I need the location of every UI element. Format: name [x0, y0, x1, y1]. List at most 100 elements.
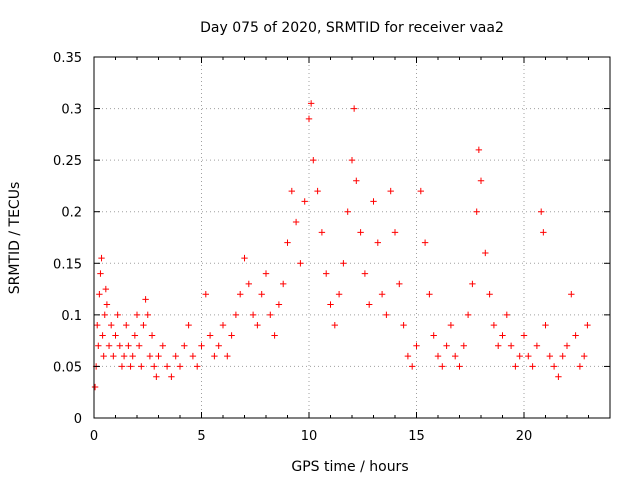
y-tick-label: 0.3 — [61, 103, 82, 118]
data-point — [434, 352, 442, 360]
data-point — [176, 363, 184, 370]
data-point — [194, 363, 201, 370]
data-point — [185, 321, 192, 329]
data-point — [353, 177, 360, 184]
data-point — [482, 249, 489, 257]
y-tick-label: 0 — [74, 412, 82, 427]
data-point — [507, 342, 515, 349]
data-point — [215, 342, 222, 349]
x-tick-label: 15 — [408, 429, 425, 444]
data-point — [116, 342, 123, 349]
data-point — [391, 229, 399, 236]
data-point — [105, 342, 113, 349]
data-point — [280, 280, 287, 288]
x-axis-title: GPS time / hours — [291, 459, 408, 475]
data-point — [538, 208, 545, 215]
data-point — [112, 332, 119, 339]
x-tick-label: 5 — [197, 429, 205, 444]
data-point — [512, 363, 519, 370]
y-tick-label: 0.1 — [61, 309, 82, 324]
data-point — [237, 291, 244, 298]
data-point — [464, 311, 472, 319]
data-point — [310, 156, 317, 164]
data-point — [114, 311, 121, 319]
data-point — [91, 383, 99, 391]
data-point — [563, 342, 571, 349]
data-point — [516, 352, 523, 360]
data-point — [153, 373, 160, 380]
data-point — [357, 229, 364, 236]
data-point — [447, 321, 455, 329]
data-point — [475, 146, 483, 154]
data-point — [318, 229, 326, 236]
data-point — [550, 363, 558, 370]
data-point — [378, 291, 386, 298]
data-point — [144, 311, 151, 319]
data-point — [477, 177, 485, 184]
data-point — [189, 352, 197, 360]
axis-ticks: 0 5 10 15 20 0 0.05 0.1 0.15 0.2 0.25 0.3 0.35 — [53, 51, 610, 444]
data-point — [335, 291, 343, 298]
data-point — [400, 321, 407, 329]
data-point — [140, 321, 147, 329]
data-point — [546, 352, 553, 360]
data-point — [374, 239, 381, 246]
data-point — [584, 321, 591, 329]
data-point — [456, 363, 463, 370]
data-point — [155, 352, 162, 360]
data-point — [125, 342, 132, 349]
data-point — [430, 332, 437, 339]
x-tick-label: 0 — [90, 429, 98, 444]
data-point — [95, 342, 102, 349]
data-point — [267, 311, 274, 319]
data-point — [99, 332, 106, 339]
data-point — [495, 342, 502, 349]
y-tick-label: 0.05 — [53, 360, 82, 375]
data-point — [529, 363, 536, 370]
data-point — [224, 352, 231, 360]
data-point — [202, 291, 209, 298]
data-point — [417, 187, 424, 195]
data-point — [97, 270, 104, 277]
data-point — [211, 352, 218, 360]
data-point — [540, 229, 547, 236]
data-point — [486, 291, 493, 298]
data-points — [91, 100, 591, 391]
data-point — [138, 363, 145, 370]
data-point — [525, 352, 532, 360]
data-point — [503, 311, 510, 319]
data-point — [452, 352, 459, 360]
data-point — [129, 352, 136, 360]
data-point — [370, 198, 377, 205]
data-point — [163, 363, 171, 370]
data-point — [142, 296, 149, 303]
data-point — [249, 311, 257, 319]
data-point — [387, 187, 394, 195]
data-point — [118, 363, 126, 370]
data-point — [228, 332, 235, 339]
data-point — [108, 321, 115, 329]
x-tick-label: 10 — [301, 429, 318, 444]
data-point — [555, 373, 562, 380]
data-point — [305, 115, 313, 123]
y-tick-label: 0.2 — [61, 206, 82, 221]
data-point — [490, 321, 498, 329]
data-point — [460, 342, 467, 349]
data-point — [120, 352, 128, 360]
data-point — [127, 363, 134, 370]
data-point — [473, 208, 480, 215]
data-point — [131, 332, 139, 339]
data-point — [181, 342, 188, 349]
data-point — [581, 352, 588, 360]
data-point — [275, 301, 283, 308]
data-point — [409, 363, 416, 370]
data-point — [96, 291, 103, 298]
data-point — [159, 342, 166, 349]
data-point — [271, 332, 278, 339]
data-point — [350, 105, 358, 112]
data-point — [206, 332, 214, 339]
data-point — [133, 311, 141, 319]
data-point — [94, 321, 101, 329]
data-point — [262, 270, 270, 277]
data-point — [301, 198, 308, 205]
